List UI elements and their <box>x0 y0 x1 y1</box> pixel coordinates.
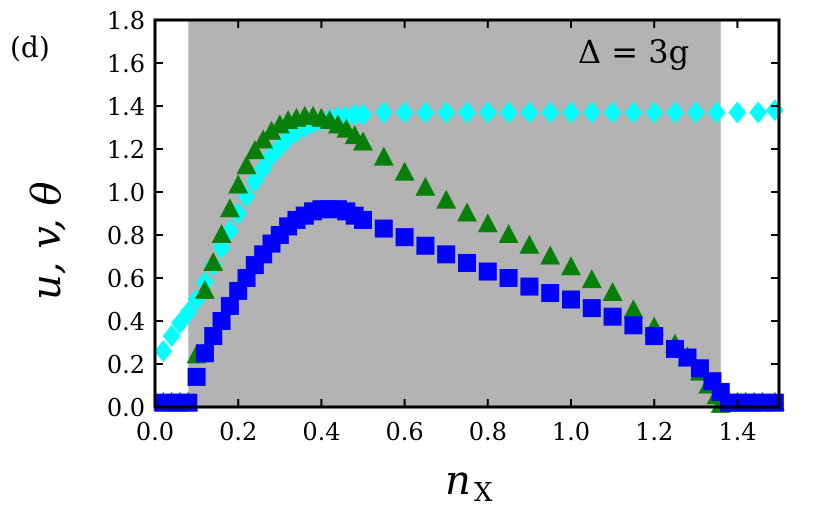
triangle-point <box>477 213 498 233</box>
square-point <box>478 262 497 281</box>
axis-ticks: 0.0 0.2 0.4 0.6 0.8 1.0 1.2 1.4 0.0 0.2 0.4 0.6 0.8 1… <box>107 7 779 446</box>
triangle-point <box>623 299 644 319</box>
y-tick-label: 0.6 <box>107 265 145 293</box>
plot-frame <box>153 18 781 409</box>
triangle-point <box>219 198 240 218</box>
triangle-point <box>457 202 477 222</box>
square-point <box>187 367 206 386</box>
square-point <box>765 393 784 412</box>
diamond-point <box>686 101 705 124</box>
triangle-point <box>353 131 373 151</box>
x-tick-label: 1.2 <box>635 418 673 446</box>
x-axis-label-subscript: X <box>474 478 493 508</box>
diamond-point <box>416 101 435 124</box>
x-axis-label: n X <box>445 458 493 508</box>
y-tick-label: 1.6 <box>107 50 145 78</box>
y-tick-label: 0.2 <box>107 351 145 379</box>
triangle-point <box>203 251 224 271</box>
y-tick-label: 1.4 <box>107 93 145 121</box>
square-point <box>374 219 393 238</box>
diamond-point <box>245 170 264 193</box>
diamond-point <box>520 101 539 124</box>
square-point <box>204 327 223 346</box>
y-tick-label: 0.4 <box>107 308 145 336</box>
square-point <box>395 228 414 247</box>
triangle-point <box>436 189 457 209</box>
diamond-point <box>458 101 476 124</box>
x-tick-label: 1.4 <box>718 418 756 446</box>
diamond-point <box>437 101 456 124</box>
square-point <box>416 236 435 255</box>
triangle-point <box>602 282 623 302</box>
square-point <box>499 269 518 287</box>
square-point <box>645 327 664 346</box>
triangle-point <box>540 245 561 265</box>
diamond-point <box>154 340 173 363</box>
panel-label: (d) <box>10 31 50 64</box>
diamond-point <box>728 101 747 124</box>
x-tick-label: 0.8 <box>469 418 507 446</box>
square-point <box>220 296 239 315</box>
triangle-point <box>561 256 581 276</box>
y-axis-label: u, v, θ <box>24 181 70 300</box>
y-tick-label: 0.0 <box>107 394 145 422</box>
diamond-point <box>707 101 726 124</box>
x-tick-label: 0.6 <box>386 418 424 446</box>
diamond-point <box>749 101 768 124</box>
diamond-point <box>541 101 560 124</box>
square-point <box>541 284 560 303</box>
x-tick-label: 0.0 <box>136 418 174 446</box>
triangle-point <box>194 279 215 299</box>
diamond-point <box>562 101 580 124</box>
triangle-point <box>244 140 265 160</box>
square-point <box>562 290 580 309</box>
triangle-point <box>211 224 232 243</box>
x-tick-label: 0.2 <box>219 418 257 446</box>
diamond-point <box>179 301 198 324</box>
triangle-point <box>415 176 436 196</box>
diamond-point <box>666 101 684 124</box>
x-axis-label-main: n <box>445 458 471 504</box>
diamond-point <box>162 325 181 348</box>
shaded-region <box>188 20 721 407</box>
diamond-point <box>478 101 497 124</box>
delta-annotation: Δ = 3g <box>578 33 689 71</box>
diamond-point <box>395 101 414 124</box>
square-point <box>624 316 643 335</box>
square-point <box>458 253 476 272</box>
diamond-point <box>499 101 518 124</box>
y-tick-label: 0.8 <box>107 222 145 250</box>
square-point <box>437 245 456 264</box>
triangle-point <box>519 234 540 254</box>
triangle-point <box>373 146 394 166</box>
triangle-point <box>498 224 519 243</box>
x-tick-label: 1.0 <box>552 418 590 446</box>
diamond-point <box>354 103 372 126</box>
triangle-point <box>394 161 415 181</box>
square-point <box>354 210 372 229</box>
diamond-point <box>624 101 643 124</box>
diamond-point <box>582 101 601 124</box>
square-point <box>603 307 622 326</box>
triangle-point <box>228 174 249 194</box>
triangle-point <box>581 269 602 289</box>
diamond-point <box>374 101 393 124</box>
triangle-point <box>236 155 257 175</box>
square-point <box>212 312 231 330</box>
diamond-point <box>603 101 622 124</box>
y-tick-label: 1.0 <box>107 179 145 207</box>
square-point <box>520 277 539 296</box>
y-tick-label: 1.2 <box>107 136 145 164</box>
y-tick-label: 1.8 <box>107 7 145 35</box>
square-point <box>582 299 601 318</box>
series-square <box>154 200 784 412</box>
diamond-point <box>645 101 664 124</box>
diamond-point <box>254 157 273 180</box>
square-point <box>195 344 214 363</box>
x-tick-label: 0.4 <box>302 418 340 446</box>
data-marks <box>153 99 785 413</box>
square-point <box>179 393 198 412</box>
